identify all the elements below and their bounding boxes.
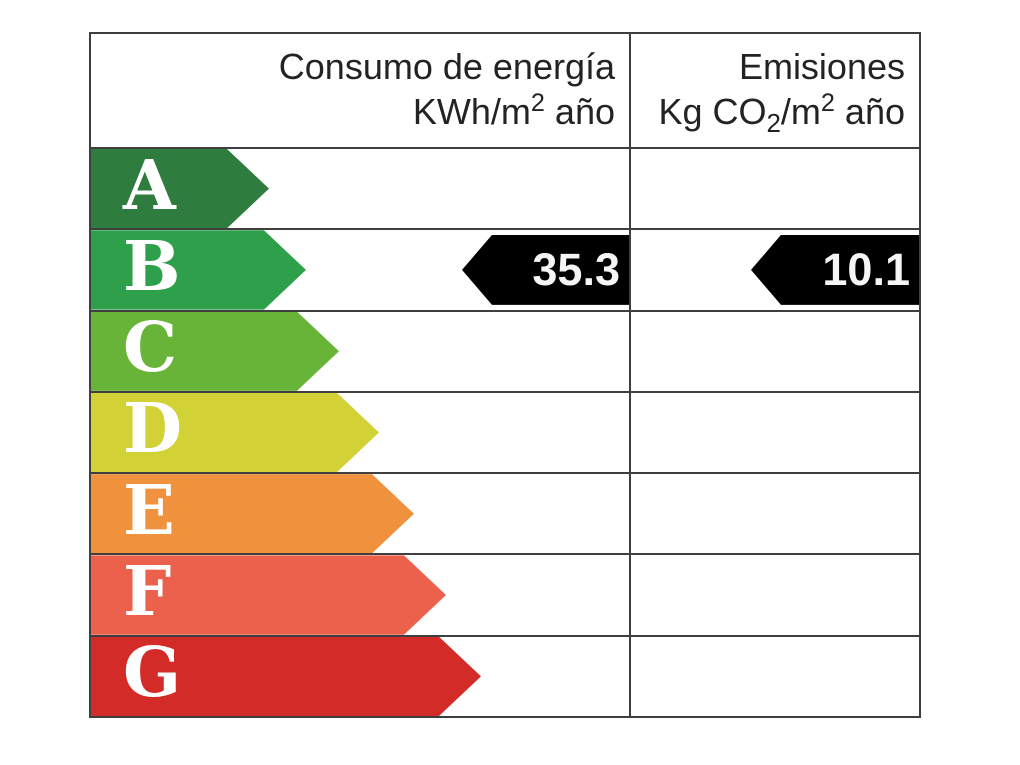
rating-d-emissions-cell	[629, 392, 919, 473]
rating-letter-d: D	[123, 389, 182, 470]
rating-row-d: D	[91, 390, 919, 473]
rating-letter-f: F	[123, 552, 172, 633]
rating-arrow-b: B	[91, 230, 306, 309]
rating-arrow-d: D	[91, 393, 379, 472]
rating-letter-e: E	[123, 470, 175, 551]
emissions-header-unit: Kg CO2/m2 año	[658, 89, 905, 139]
table-header-row: Consumo de energía KWh/m2 año Emisiones …	[91, 34, 919, 147]
rating-a-emissions-cell	[629, 149, 919, 229]
emissions-value: 10.1	[822, 244, 910, 296]
rating-letter-c: C	[123, 308, 178, 389]
rating-c-emissions-cell	[629, 311, 919, 391]
consumption-header-line1: Consumo de energía	[278, 46, 615, 87]
rating-b-emissions-cell: 10.1	[629, 230, 919, 310]
rating-arrow-f: F	[91, 555, 446, 634]
rating-arrow-c: C	[91, 312, 339, 391]
rating-a-consumption-cell: A	[91, 149, 629, 228]
rating-row-a: A	[91, 147, 919, 229]
rating-row-e: E	[91, 472, 919, 554]
rating-letter-a: A	[123, 145, 176, 226]
rating-d-consumption-cell: D	[91, 393, 629, 472]
consumption-value-arrow: 35.3	[462, 234, 629, 305]
rating-b-consumption-cell: B 35.3	[91, 230, 629, 309]
consumption-column-header: Consumo de energía KWh/m2 año	[91, 34, 629, 147]
rating-row-g: G	[91, 634, 919, 716]
rating-row-c: C	[91, 309, 919, 391]
emissions-header-line1: Emisiones	[738, 46, 905, 87]
rating-c-consumption-cell: C	[91, 312, 629, 391]
rating-e-emissions-cell	[629, 474, 919, 554]
consumption-header-unit: KWh/m2 año	[412, 89, 615, 132]
rating-table: Consumo de energía KWh/m2 año Emisiones …	[89, 32, 921, 718]
rating-f-consumption-cell: F	[91, 555, 629, 634]
consumption-value: 35.3	[532, 244, 620, 296]
rating-g-emissions-cell	[629, 636, 919, 716]
rating-row-f: F	[91, 553, 919, 635]
rating-e-consumption-cell: E	[91, 474, 629, 553]
rating-g-consumption-cell: G	[91, 637, 629, 716]
rating-arrow-e: E	[91, 474, 414, 553]
rating-f-emissions-cell	[629, 555, 919, 635]
emissions-column-header: Emisiones Kg CO2/m2 año	[629, 34, 919, 147]
rating-row-b: B 35.3 10.1	[91, 228, 919, 310]
emissions-value-arrow: 10.1	[751, 234, 919, 305]
rating-letter-b: B	[123, 226, 181, 307]
rating-letter-g: G	[123, 633, 182, 714]
rating-arrow-a: A	[91, 149, 269, 228]
rating-arrow-g: G	[91, 637, 481, 716]
